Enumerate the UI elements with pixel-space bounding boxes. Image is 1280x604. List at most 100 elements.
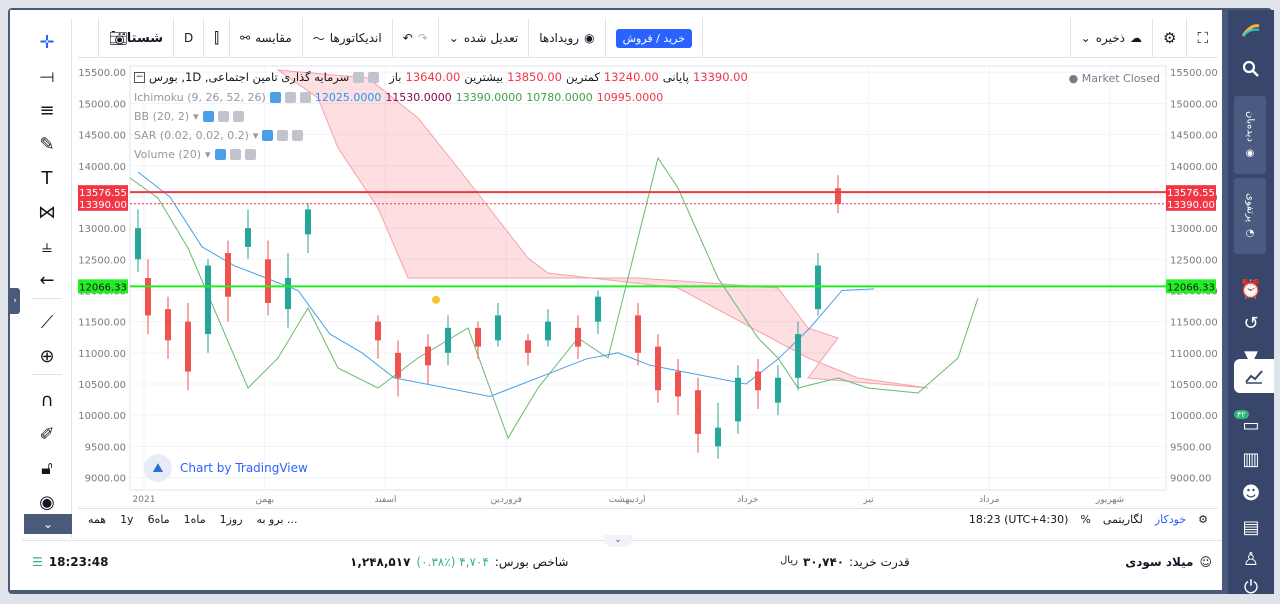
y-tick-label-left: 12500.00 (78, 255, 126, 266)
auto-toggle[interactable]: خودکار (1154, 513, 1187, 526)
price-tag-label: 13576.55 (1167, 188, 1215, 199)
arrow-left-icon[interactable]: ← (39, 269, 55, 291)
x-tick-label: خرداد (737, 495, 758, 505)
tradingview-logo-icon: ⛰ (144, 454, 172, 482)
measure-lines-icon[interactable]: ⫨ (41, 235, 53, 257)
undo-redo-group: ↶ ↷ (393, 18, 439, 58)
bb-close-icon[interactable] (232, 111, 244, 122)
timezone-label[interactable]: 18:23 (UTC+4:30) (968, 513, 1069, 526)
range-6m[interactable]: 6ماه (147, 513, 170, 526)
portfolio-tab[interactable]: پرتفوی ◔ (1234, 178, 1266, 254)
adjusted-dropdown[interactable]: ⌄ تعدیل شده (439, 18, 530, 58)
candle-body (495, 315, 501, 341)
volume-eye-icon[interactable] (214, 149, 226, 160)
bb-settings-icon[interactable] (217, 111, 229, 122)
interval-button[interactable]: D (174, 18, 205, 58)
layout-icon[interactable]: ▤ (1242, 516, 1260, 538)
undo-icon[interactable]: ↶ (402, 31, 413, 45)
zoom-in-icon[interactable]: ⊕ (39, 345, 55, 367)
y-tick-label-left: 14000.00 (78, 162, 126, 173)
text-icon[interactable]: T (41, 167, 53, 189)
candle-body (245, 228, 251, 247)
settings-button[interactable]: ⚙ (1152, 17, 1186, 58)
trend-line-icon[interactable]: ⟞ (39, 65, 55, 87)
legend-settings-icon[interactable] (368, 71, 380, 83)
bar-chart-icon[interactable]: ▥ (1242, 448, 1260, 470)
sar-eye-icon[interactable] (262, 130, 274, 141)
bb-eye-icon[interactable] (202, 111, 214, 122)
sar-legend: SAR (0.02, 0.02, 0.2) ▾ (134, 129, 304, 142)
index-change: ۴,۷۰۴ (۰.۳۸٪) (416, 555, 489, 569)
lock-pencil-icon[interactable]: ✐ (39, 423, 55, 445)
ichimoku-close-icon[interactable] (299, 92, 311, 103)
chart-canvas[interactable]: 15500.00 15500.00 15000.00 15000.00 14500.00… (78, 58, 1218, 508)
chart-icon[interactable] (1234, 359, 1274, 393)
tradingview-watermark[interactable]: ⛰ Chart by TradingView (144, 454, 308, 482)
ichimoku-lead2: 10995.0000 (596, 91, 664, 104)
support-icon[interactable]: ☻ (1241, 482, 1261, 504)
fullscreen-button[interactable]: ⛶ (1186, 17, 1218, 58)
compare-button[interactable]: ⚯ مقایسه (230, 18, 303, 58)
lock-icon[interactable]: 🔓︎ (41, 457, 53, 479)
symbol-search[interactable]: شستا (78, 18, 174, 58)
price-tag (78, 185, 128, 200)
redo-icon[interactable]: ↷ (417, 31, 428, 45)
history-icon[interactable]: ↺ (1243, 312, 1259, 334)
legend-eye-icon[interactable] (353, 71, 365, 83)
collapse-toolbar-button[interactable]: ⌄ (24, 514, 72, 534)
magnet-icon[interactable]: ∩ (40, 389, 54, 411)
sar-settings-icon[interactable] (277, 130, 289, 141)
candle-body (795, 334, 801, 378)
alarm-clock-icon[interactable]: ⏰ (1239, 278, 1263, 300)
chevron-down-icon[interactable]: ▾ (205, 148, 211, 161)
chevron-down-icon[interactable]: ▾ (252, 129, 259, 142)
log-toggle[interactable]: لگاریتمی (1102, 513, 1143, 526)
adjusted-label: تعدیل شده (463, 31, 519, 45)
range-1d[interactable]: 1روز (219, 513, 243, 526)
pattern-icon[interactable]: ⋈ (38, 201, 56, 223)
candle-body (205, 265, 211, 335)
sidebar-handle[interactable]: › (10, 288, 20, 314)
range-1m[interactable]: 1ماه (183, 513, 206, 526)
user-icon[interactable]: ♙ (1242, 548, 1260, 570)
candle-body (675, 371, 681, 397)
ruler-icon[interactable]: ⟋ (40, 311, 54, 333)
chevron-down-icon[interactable]: ▾ (193, 110, 199, 123)
percent-toggle[interactable]: % (1080, 513, 1091, 526)
candle-type-button[interactable]: ⫿ (204, 18, 231, 58)
save-button[interactable]: ☁ ذخیره ⌄ (1069, 17, 1152, 58)
market-index: شاخص بورس: ۴,۷۰۴ (۰.۳۸٪) ۱,۲۴۸,۵۱۷ (350, 555, 568, 569)
volume-close-icon[interactable] (244, 149, 256, 160)
ichimoku-eye-icon[interactable] (269, 92, 281, 103)
candle-body (425, 346, 431, 366)
watchlist-tab[interactable]: دیده‌بان ◉ (1234, 96, 1266, 174)
goto-date-button[interactable]: برو به ... (256, 513, 298, 526)
snapshot-button[interactable]: 📷︎ (98, 17, 138, 58)
y-tick-label-right: 10500.00 (1170, 380, 1218, 391)
purchase-unit: ریال (780, 555, 798, 566)
sar-close-icon[interactable] (292, 130, 304, 141)
price-chart[interactable]: 15500.00 15500.00 15000.00 15000.00 14500.00… (78, 58, 1218, 508)
price-tag (1166, 279, 1216, 294)
ichimoku-settings-icon[interactable] (284, 92, 296, 103)
crosshair-icon[interactable]: ✛ (39, 31, 55, 53)
eye-icon[interactable]: ◉ (39, 491, 55, 513)
brush-icon[interactable]: ✎ (39, 133, 55, 155)
legend-collapse-icon[interactable]: − (134, 71, 145, 83)
volume-settings-icon[interactable] (229, 149, 241, 160)
buy-sell-button[interactable]: خرید / فروش (615, 28, 693, 48)
range-1y[interactable]: 1y (120, 513, 134, 526)
chevron-down-icon[interactable]: ⌄ (604, 535, 632, 547)
gear-icon[interactable]: ⚙ (1198, 513, 1208, 526)
ichimoku-base: 11530.0000 (385, 91, 452, 104)
indicators-button[interactable]: 〜 اندیکاتورها (303, 18, 393, 58)
messages-icon[interactable]: ۴۲ ▭ (1228, 408, 1274, 442)
power-icon[interactable]: ⏻ (1243, 576, 1259, 598)
user-profile[interactable]: ☺ میلاد سودی (1125, 555, 1212, 569)
candlestick-icon: ⫿ (214, 29, 220, 47)
candle-body (595, 296, 601, 322)
range-all[interactable]: همه (88, 513, 107, 526)
search-icon[interactable] (1228, 52, 1274, 86)
horizontal-lines-icon[interactable]: ≡ (39, 99, 55, 121)
events-button[interactable]: رویدادها ◉ (529, 18, 606, 58)
